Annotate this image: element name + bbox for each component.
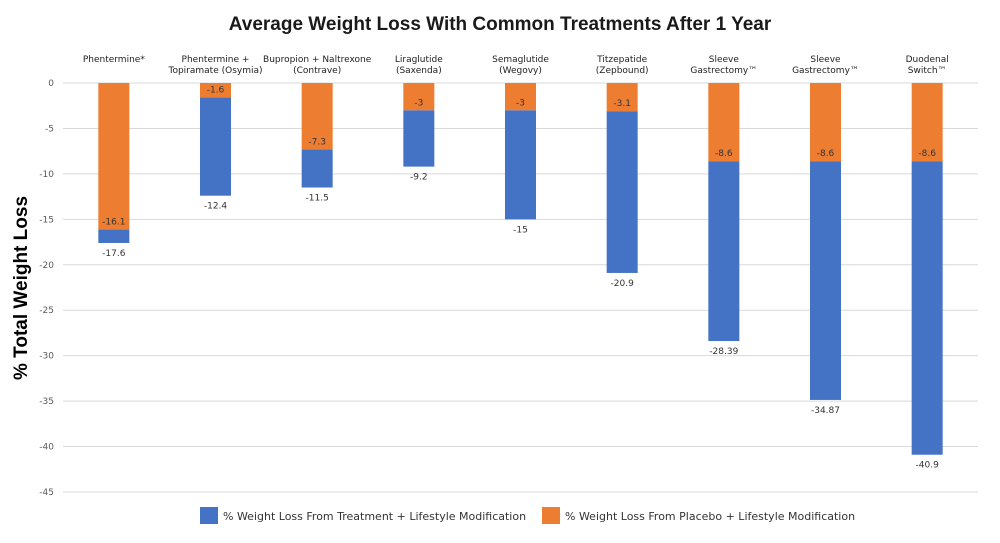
data-label-treatment: -11.5 (306, 194, 329, 204)
legend-swatch-placebo (542, 507, 560, 524)
bar-treatment (505, 110, 536, 220)
data-label-treatment: -15 (513, 225, 528, 235)
bars (98, 83, 943, 455)
data-label-placebo: -8.6 (918, 149, 936, 159)
category-label: Sleeve Gastrectomy™ (690, 55, 757, 76)
bar-placebo (403, 83, 435, 111)
bar-placebo (708, 83, 740, 162)
data-label-placebo: -8.6 (817, 149, 835, 159)
data-label-treatment: -9.2 (410, 173, 428, 183)
y-tick-label: 0 (48, 79, 54, 89)
y-tick-label: -10 (39, 170, 54, 180)
data-label-placebo: -3 (414, 98, 423, 108)
bar-treatment (708, 161, 740, 342)
y-tick-label: -45 (39, 488, 54, 498)
data-label-placebo: -3 (516, 98, 525, 108)
bar-treatment (200, 97, 231, 196)
category-label: Phentermine* (83, 55, 145, 65)
y-tick-label: -15 (39, 215, 54, 225)
bar-placebo (810, 83, 841, 162)
category-label: Sleeve Gastrectomy™ (792, 55, 859, 76)
bar-placebo (606, 83, 638, 112)
bar-treatment (911, 161, 943, 455)
bar-treatment (98, 229, 130, 243)
data-label-treatment: -20.9 (611, 279, 635, 289)
category-label: Liraglutide (Saxenda) (395, 55, 443, 76)
category-label: Titzepatide (Zepbound) (596, 55, 649, 76)
y-tick-label: -30 (39, 352, 54, 362)
chart-title: Average Weight Loss With Common Treatmen… (229, 14, 772, 35)
bar-placebo (911, 83, 943, 162)
y-tick-label: -5 (45, 124, 54, 134)
data-labels: -16.1 -17.6 -1.6 -12.4 -7.3 -11.5 -3 -9.2 -3 -15 -… (102, 86, 939, 471)
data-label-treatment: -28.39 (709, 347, 738, 357)
data-label-placebo: -16.1 (102, 217, 125, 227)
data-label-treatment: -17.6 (102, 249, 126, 259)
bar-placebo (505, 83, 536, 111)
category-label: Semaglutide (Wegovy) (492, 55, 549, 76)
legend: % Weight Loss From Treatment + Lifestyle… (200, 507, 855, 524)
category-label: Bupropion + Naltrexone (Contrave) (263, 55, 372, 76)
y-tick-label: -35 (39, 397, 54, 407)
data-label-treatment: -40.9 (916, 461, 940, 471)
y-tick-label: -20 (39, 261, 54, 271)
legend-label-placebo: % Weight Loss From Placebo + Lifestyle M… (565, 510, 855, 523)
data-label-placebo: -8.6 (715, 149, 733, 159)
bar-placebo (301, 83, 333, 150)
category-labels: Phentermine* Phentermine + Topiramate (Osy… (83, 55, 949, 76)
data-label-placebo: -1.6 (207, 86, 225, 96)
bar-treatment (810, 161, 841, 400)
data-label-treatment: -12.4 (204, 202, 228, 212)
y-tick-label: -25 (39, 306, 54, 316)
y-ticks: 0 -5 -10 -15 -20 -25 -30 -35 -40 -45 (39, 79, 54, 498)
y-axis-label: % Total Weight Loss (11, 196, 32, 380)
bar-placebo (200, 83, 231, 98)
category-label: Duodenal Switch™ (906, 55, 949, 76)
bar-treatment (301, 149, 333, 188)
bar-treatment (403, 110, 435, 167)
category-label: Phentermine + Topiramate (Osymia) (167, 55, 262, 76)
data-label-treatment: -34.87 (811, 406, 840, 416)
data-label-placebo: -3.1 (613, 99, 631, 109)
legend-label-treatment: % Weight Loss From Treatment + Lifestyle… (223, 510, 526, 523)
bar-treatment (606, 111, 638, 273)
bar-placebo (98, 83, 130, 230)
legend-swatch-treatment (200, 507, 218, 524)
y-tick-label: -40 (39, 443, 54, 453)
data-label-placebo: -7.3 (308, 137, 326, 147)
